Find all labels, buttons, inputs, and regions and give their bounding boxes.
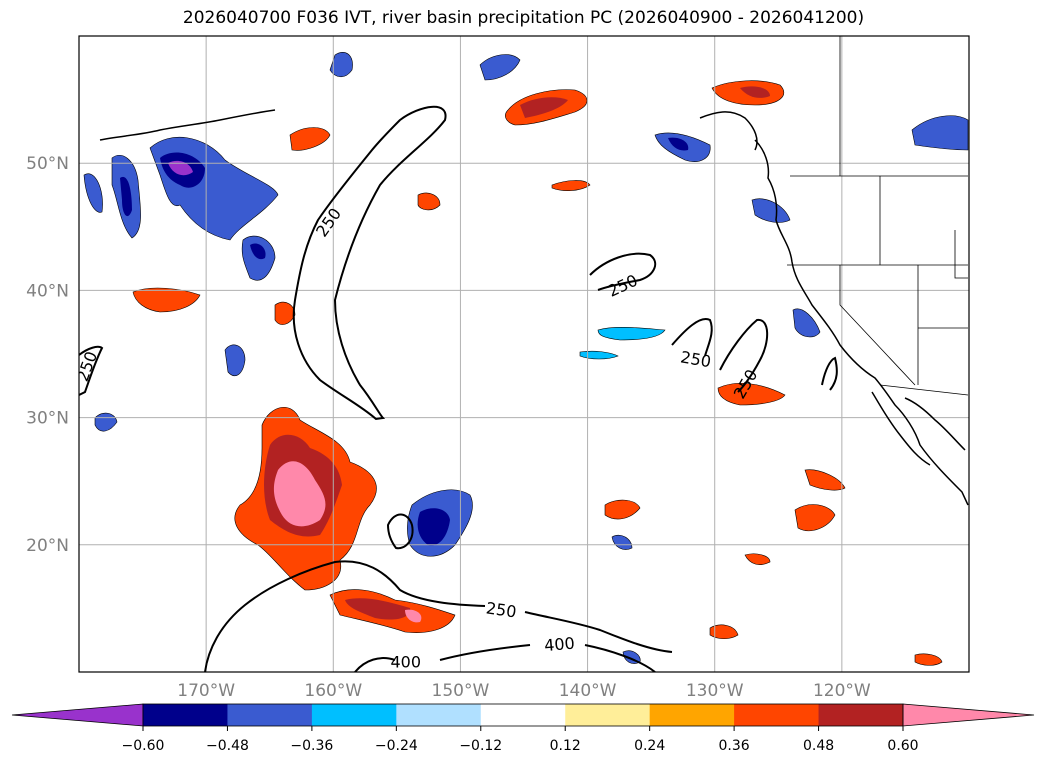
pc-field-negative xyxy=(83,173,103,213)
colorbar-segment xyxy=(227,704,313,726)
pc-field-positive xyxy=(345,598,411,620)
ivt-contours xyxy=(79,105,838,672)
state-border xyxy=(954,230,968,279)
colorbar: −0.60 −0.48 −0.36 −0.24 −0.12 0.12 0.24 0.36 0.4… xyxy=(11,703,1035,754)
ivt-contour-400 xyxy=(584,644,656,672)
latitude-label: 20°N xyxy=(26,536,69,556)
pc-field-negative xyxy=(911,115,969,151)
pc-field-positive xyxy=(804,469,846,491)
pc-field-positive xyxy=(794,504,836,532)
colorbar-extend-max xyxy=(902,703,1035,727)
contour-label: 250 xyxy=(485,598,518,621)
pc-field-negative xyxy=(579,350,619,360)
ivt-contour-250 xyxy=(524,611,673,653)
ivt-contour-250 xyxy=(292,105,447,421)
pc-field-negative xyxy=(250,243,266,260)
pc-field-positive xyxy=(551,180,591,191)
ivt-contour-250 xyxy=(671,318,713,357)
gulf-coastline xyxy=(904,397,966,451)
ivt-contour-400 xyxy=(354,657,396,672)
colorbar-segment xyxy=(311,704,397,726)
colorbar-tick-label: −0.12 xyxy=(459,738,502,754)
colorbar-tick-label: 0.60 xyxy=(887,738,918,754)
colorbar-segment xyxy=(734,704,820,726)
ivt-contour-250 xyxy=(821,356,838,391)
pc-field-negative xyxy=(120,176,132,217)
colorbar-tick-label: 0.12 xyxy=(550,738,581,754)
latitude-label: 30°N xyxy=(26,409,69,429)
pc-field-negative xyxy=(668,137,689,151)
map-background xyxy=(79,36,969,672)
latitude-label: 50°N xyxy=(26,154,69,174)
colorbar-tick-label: 0.24 xyxy=(634,738,665,754)
ivt-contour-250 xyxy=(386,513,414,550)
ivt-contour-250 xyxy=(589,252,657,291)
colorbar-segment xyxy=(565,704,651,726)
colorbar-tick-label: −0.60 xyxy=(122,738,165,754)
longitude-label: 150°W xyxy=(432,681,490,701)
pc-field-negative xyxy=(792,308,821,338)
pc-field-positive xyxy=(274,301,296,325)
pc-field-positive xyxy=(914,653,943,666)
colorbar-outline xyxy=(142,703,904,727)
pc-field-positive xyxy=(744,553,771,565)
colorbar-tick-label: −0.24 xyxy=(375,738,418,754)
colorbar-segment xyxy=(480,704,566,726)
alaska-coastline xyxy=(699,111,758,151)
pc-field-negative xyxy=(751,198,791,223)
colorbar-tick-label: −0.36 xyxy=(290,738,333,754)
north-america-coastline xyxy=(754,139,969,506)
colorbar-segment xyxy=(143,704,228,726)
colorbar-tick-label: −0.48 xyxy=(206,738,249,754)
pc-field-positive xyxy=(604,499,641,520)
pc-field-negative xyxy=(479,54,521,81)
latitude-label: 40°N xyxy=(26,281,69,301)
pc-field-positive xyxy=(740,86,770,98)
contour-label: 400 xyxy=(543,633,575,655)
contour-label: 400 xyxy=(390,653,421,672)
ivt-contour-250 xyxy=(204,560,486,672)
longitude-label: 170°W xyxy=(177,681,235,701)
pc-field-positive xyxy=(289,127,331,151)
state-border xyxy=(839,265,916,386)
pc-field-positive xyxy=(405,609,422,623)
latitude-labels: 50°N 40°N 30°N 20°N xyxy=(26,154,69,556)
mexico-border xyxy=(879,384,969,396)
colorbar-tick-label: 0.36 xyxy=(719,738,750,754)
pc-field-positive xyxy=(132,287,201,313)
longitude-label: 140°W xyxy=(559,681,617,701)
aleutian-islands xyxy=(99,109,276,141)
ivt-contour-400 xyxy=(439,644,531,661)
colorbar-segment xyxy=(396,704,482,726)
colorbar-segment xyxy=(649,704,735,726)
colorbar-extend-min xyxy=(11,703,144,727)
longitude-label: 160°W xyxy=(304,681,362,701)
ivt-contour-250 xyxy=(79,345,104,396)
longitude-label: 130°W xyxy=(686,681,744,701)
pc-field-negative xyxy=(417,508,450,546)
graticule xyxy=(79,36,969,672)
pc-field-negative xyxy=(224,344,246,376)
colorbar-segment xyxy=(818,704,904,726)
map-title: 2026040700 F036 IVT, river basin precipi… xyxy=(182,8,865,28)
pc-field-positive xyxy=(273,461,326,527)
pc-field-positive xyxy=(520,97,568,118)
pc-field-negative xyxy=(597,326,666,341)
pc-field-negative xyxy=(168,160,193,176)
longitude-label: 120°W xyxy=(813,681,871,701)
map-frame xyxy=(78,35,970,673)
state-borders xyxy=(787,36,969,396)
baja-coastline xyxy=(871,391,931,466)
longitude-labels: 170°W 160°W 150°W 140°W 130°W 120°W xyxy=(177,681,871,701)
colorbar-tick-label: 0.48 xyxy=(803,738,834,754)
coastlines xyxy=(99,109,969,506)
ivt-contour-250 xyxy=(719,318,769,393)
pc-field-positive xyxy=(417,192,441,211)
